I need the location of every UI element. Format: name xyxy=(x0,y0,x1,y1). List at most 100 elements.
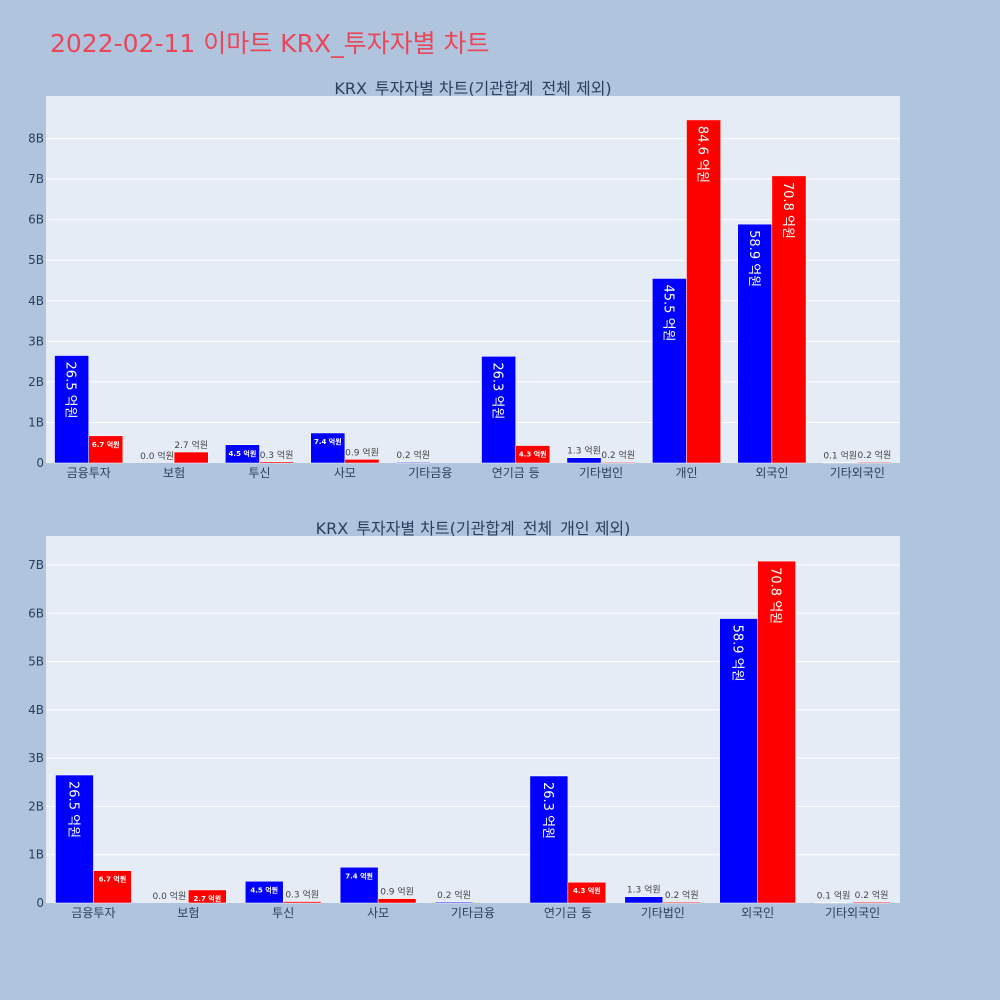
y-tick-label: 0 xyxy=(36,456,44,470)
y-tick-label: 6B xyxy=(28,213,44,227)
data-label: 26.3 억원 xyxy=(490,362,505,419)
bar xyxy=(259,461,294,464)
data-label: 0.2 억원 xyxy=(601,449,635,461)
data-label: 0.0 억원 xyxy=(140,450,174,462)
data-label: 0.0 억원 xyxy=(152,890,186,902)
x-tick-label: 금융투자 xyxy=(67,466,111,480)
bar xyxy=(566,457,602,464)
bar xyxy=(434,901,474,904)
data-label: 6.7 억원 xyxy=(92,440,120,449)
data-label: 1.3 억원 xyxy=(627,884,661,896)
bar xyxy=(173,451,209,464)
y-tick-label: 2B xyxy=(28,799,44,813)
bar xyxy=(54,355,89,464)
bar xyxy=(481,356,516,464)
x-tick-label: 기타금융 xyxy=(451,906,495,920)
x-tick-label: 개인 xyxy=(675,466,697,480)
data-label: 6.7 억원 xyxy=(99,875,127,884)
x-tick-label: 외국인 xyxy=(755,466,788,480)
x-tick-label: 사모 xyxy=(334,466,356,480)
chart-title: KRX_투자자별 차트(기관합계_전체_개인 제외) xyxy=(316,519,631,539)
bar xyxy=(395,461,431,464)
bar xyxy=(567,881,607,904)
chart-title: KRX_투자자별 차트(기관합계_전체 제외) xyxy=(334,79,611,99)
data-label: 70.8 억원 xyxy=(780,182,795,239)
data-label: 0.2 억원 xyxy=(665,889,699,901)
x-tick-label: 보험 xyxy=(177,906,199,920)
bar xyxy=(771,175,807,464)
y-tick-label: 1B xyxy=(28,415,44,429)
data-label: 0.3 억원 xyxy=(260,449,294,461)
bar xyxy=(719,618,758,904)
bar xyxy=(93,870,132,904)
bar xyxy=(624,896,664,904)
data-label: 0.2 억원 xyxy=(858,449,892,461)
bar xyxy=(245,881,284,904)
bar xyxy=(757,560,796,904)
data-label: 70.8 억원 xyxy=(768,567,783,624)
data-label: 7.4 억원 xyxy=(345,871,373,880)
y-tick-label: 0 xyxy=(36,896,44,910)
data-label: 0.9 억원 xyxy=(345,446,379,458)
y-tick-label: 7B xyxy=(28,172,44,186)
data-label: 4.5 억원 xyxy=(229,449,257,458)
bar xyxy=(88,435,124,464)
data-label: 0.9 억원 xyxy=(380,886,414,898)
bar xyxy=(737,223,773,464)
bar xyxy=(652,278,687,464)
x-tick-label: 투신 xyxy=(248,466,270,480)
data-label: 0.1 억원 xyxy=(817,890,851,902)
data-label: 84.6 억원 xyxy=(695,126,710,183)
y-tick-label: 7B xyxy=(28,558,44,572)
bar xyxy=(852,901,891,904)
data-label: 4.3 억원 xyxy=(573,886,601,895)
x-tick-label: 외국인 xyxy=(741,906,774,920)
data-label: 0.2 억원 xyxy=(437,889,471,901)
y-tick-label: 4B xyxy=(28,703,44,717)
data-label: 2.7 억원 xyxy=(193,894,221,903)
data-label: 2.7 억원 xyxy=(174,439,208,451)
y-tick-label: 8B xyxy=(28,132,44,146)
data-label: 26.3 억원 xyxy=(540,782,555,839)
bar xyxy=(310,432,346,464)
x-tick-label: 기타금융 xyxy=(408,466,452,480)
x-tick-label: 사모 xyxy=(367,906,389,920)
bar xyxy=(377,898,417,904)
data-label: 58.9 억원 xyxy=(746,230,761,287)
y-tick-label: 6B xyxy=(28,606,44,620)
bar xyxy=(339,867,379,904)
x-tick-label: 기타외국인 xyxy=(825,906,880,920)
x-tick-label: 연기금 등 xyxy=(492,466,540,480)
data-label: 26.5 억원 xyxy=(65,781,80,838)
bar xyxy=(188,889,227,904)
bar xyxy=(662,901,701,904)
bar xyxy=(857,461,892,464)
x-tick-label: 보험 xyxy=(163,466,185,480)
bar xyxy=(282,901,322,904)
y-tick-label: 5B xyxy=(28,655,44,669)
data-label: 0.1 억원 xyxy=(823,450,857,462)
y-tick-label: 5B xyxy=(28,253,44,267)
data-label: 0.2 억원 xyxy=(396,449,430,461)
y-tick-label: 3B xyxy=(28,751,44,765)
x-tick-label: 기타법인 xyxy=(641,906,685,920)
y-tick-label: 3B xyxy=(28,334,44,348)
x-tick-label: 투신 xyxy=(272,906,294,920)
data-label: 7.4 억원 xyxy=(314,437,342,446)
data-label: 4.5 억원 xyxy=(250,885,278,894)
x-tick-label: 연기금 등 xyxy=(544,906,592,920)
data-label: 1.3 억원 xyxy=(567,445,601,457)
y-tick-label: 4B xyxy=(28,294,44,308)
bar xyxy=(686,119,721,464)
data-label: 0.2 억원 xyxy=(855,889,889,901)
bar xyxy=(225,444,260,464)
data-label: 45.5 억원 xyxy=(660,284,675,341)
chart-institutional-excluded: KRX_투자자별 차트(기관합계_전체 제외) 0 1B 2B 3B 4B 5B 6B 7B 8B… xyxy=(28,79,900,480)
bar xyxy=(600,461,636,464)
data-label: 26.5 억원 xyxy=(63,362,78,419)
x-tick-label: 금융투자 xyxy=(71,906,115,920)
data-label: 4.3 억원 xyxy=(519,450,547,459)
bar xyxy=(515,445,551,464)
bar xyxy=(529,775,569,904)
